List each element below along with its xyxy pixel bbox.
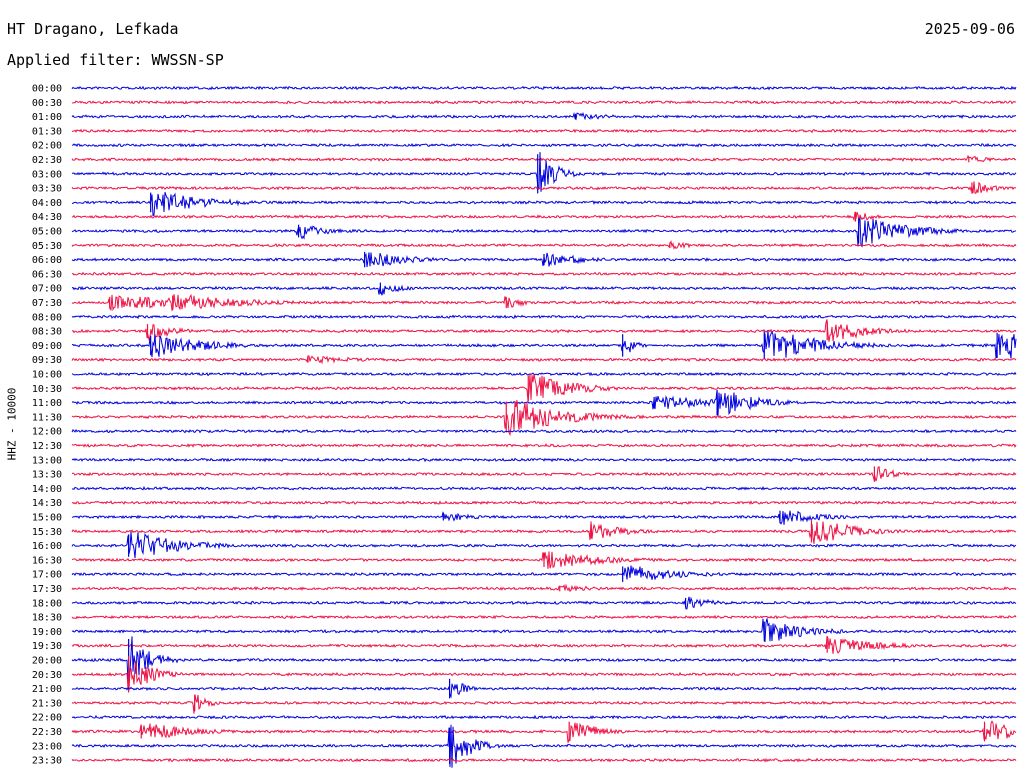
trace-line [71, 181, 1017, 194]
station-name: HT Dragano, Lefkada [7, 20, 179, 38]
trace-line [71, 330, 1017, 359]
row-time-label: 09:00 [32, 341, 62, 352]
row-time-label: 02:00 [32, 141, 62, 152]
row-time-label: 07:30 [32, 298, 62, 309]
trace-line [71, 583, 1017, 593]
row-time-label: 18:30 [32, 613, 62, 624]
row-time-label: 21:30 [32, 698, 62, 709]
row-time-label: 13:30 [32, 470, 62, 481]
trace-line [71, 239, 1017, 250]
trace-line [71, 151, 1017, 192]
trace-line [71, 465, 1017, 482]
trace-line [71, 99, 1017, 105]
trace-line [71, 485, 1017, 491]
trace-line [71, 142, 1017, 148]
row-time-label: 12:00 [32, 427, 62, 438]
trace-line [71, 618, 1017, 643]
trace-line [71, 192, 1017, 217]
trace-line [71, 154, 1017, 163]
row-time-label: 02:30 [32, 155, 62, 166]
row-time-label: 16:30 [32, 555, 62, 566]
trace-line [71, 521, 1017, 544]
trace-line [71, 85, 1017, 91]
row-time-label: 14:00 [32, 484, 62, 495]
row-time-label: 17:30 [32, 584, 62, 595]
row-time-label: 10:30 [32, 384, 62, 395]
row-time-label: 23:30 [32, 756, 62, 767]
row-time-label: 10:00 [32, 370, 62, 381]
row-time-label: 19:30 [32, 641, 62, 652]
row-time-label: 13:00 [32, 455, 62, 466]
filter-label: Applied filter: WWSSN-SP [7, 51, 224, 69]
trace-line [71, 531, 1017, 559]
trace-line [71, 111, 1017, 121]
trace-line [71, 355, 1017, 365]
row-time-label: 05:00 [32, 227, 62, 238]
row-time-label: 03:30 [32, 184, 62, 195]
row-time-label: 09:30 [32, 355, 62, 366]
trace-line [71, 271, 1017, 277]
trace-line [71, 510, 1017, 525]
row-time-label: 15:30 [32, 527, 62, 538]
trace-line [71, 757, 1017, 763]
row-time-label: 12:30 [32, 441, 62, 452]
trace-line [71, 428, 1017, 434]
row-time-label: 21:00 [32, 684, 62, 695]
trace-line [71, 660, 1017, 691]
row-time-label: 16:00 [32, 541, 62, 552]
trace-line [72, 211, 1017, 223]
row-time-label: 22:30 [32, 727, 62, 738]
row-time-label: 15:00 [32, 513, 62, 524]
row-time-label: 18:00 [32, 598, 62, 609]
trace-line [71, 614, 1017, 620]
trace-line [71, 442, 1017, 448]
trace-line [71, 500, 1017, 506]
row-time-label: 00:30 [32, 98, 62, 109]
row-time-label: 04:00 [32, 198, 62, 209]
trace-line [71, 724, 1017, 768]
trace-line [71, 216, 1017, 248]
trace-line [71, 635, 1017, 654]
row-time-label: 05:30 [32, 241, 62, 252]
row-time-label: 07:00 [32, 284, 62, 295]
trace-line [71, 596, 1017, 610]
trace-line [71, 314, 1017, 320]
row-time-label: 11:00 [32, 398, 62, 409]
trace-line [71, 565, 1017, 580]
row-time-label: 20:00 [32, 656, 62, 667]
row-time-label: 20:30 [32, 670, 62, 681]
row-time-label: 03:00 [32, 169, 62, 180]
trace-line [71, 714, 1017, 720]
trace-line [71, 636, 1017, 680]
row-time-label: 00:00 [32, 84, 62, 95]
record-date: 2025-09-06 [924, 20, 1015, 38]
trace-line [71, 319, 1017, 342]
trace-line [71, 720, 1017, 743]
trace-line [71, 128, 1017, 134]
row-time-label: 01:00 [32, 112, 62, 123]
trace-line [71, 284, 1017, 296]
row-time-label: 01:30 [32, 126, 62, 137]
trace-line [71, 457, 1017, 463]
trace-line [71, 371, 1017, 377]
row-time-label: 23:00 [32, 741, 62, 752]
row-time-label: 08:30 [32, 327, 62, 338]
row-time-label: 19:00 [32, 627, 62, 638]
row-time-label: 22:00 [32, 713, 62, 724]
row-time-label: 08:00 [32, 312, 62, 323]
row-time-label: 11:30 [32, 412, 62, 423]
trace-line [71, 694, 1017, 714]
row-time-label: 14:30 [32, 498, 62, 509]
trace-line [71, 293, 1017, 312]
row-time-label: 06:30 [32, 269, 62, 280]
row-time-label: 17:00 [32, 570, 62, 581]
trace-line [71, 683, 1017, 699]
trace-line [71, 400, 1017, 437]
trace-line [71, 390, 1017, 417]
trace-line [71, 373, 1017, 401]
row-time-label: 06:00 [32, 255, 62, 266]
row-time-label: 04:30 [32, 212, 62, 223]
